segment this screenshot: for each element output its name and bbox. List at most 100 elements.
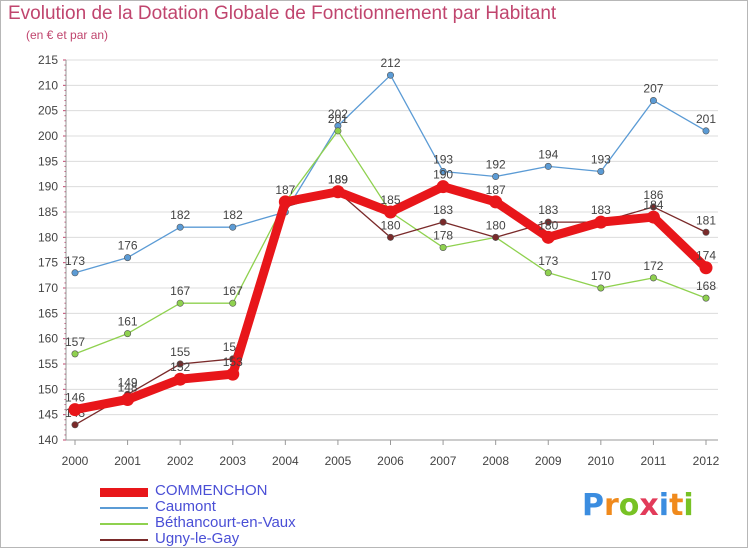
y-tick-label: 160 [38,332,58,346]
data-point [226,367,240,381]
data-point [331,185,345,199]
legend-item-commenchon: COMMENCHON [100,483,400,500]
y-tick-label: 140 [38,433,58,447]
data-label: 190 [433,168,453,182]
data-point [597,167,605,175]
data-label: 153 [223,355,243,369]
data-point [439,218,447,226]
data-point [699,261,713,275]
data-point [492,233,500,241]
y-tick-label: 180 [38,230,58,244]
x-tick-label: 2011 [641,454,667,468]
y-tick-label: 200 [38,129,58,143]
data-label: 155 [170,345,190,359]
data-label: 183 [538,203,558,217]
brand-letter: P [582,488,604,523]
brand-letter: i [658,488,670,523]
data-label: 180 [380,218,400,232]
data-label: 157 [65,335,85,349]
legend: COMMENCHON Caumont Béthancourt-en-Vaux U… [100,483,400,548]
data-label: 189 [328,173,348,187]
legend-label: Caumont [155,498,216,515]
y-tick-label: 205 [38,104,58,118]
data-label: 182 [170,208,190,222]
data-label: 170 [591,269,611,283]
y-tick-label: 150 [38,382,58,396]
data-point [71,421,79,429]
x-tick-label: 2008 [482,454,509,468]
data-point [439,243,447,251]
x-tick-label: 2002 [167,454,194,468]
x-tick-label: 2000 [62,454,89,468]
legend-item-ugny-le-gay: Ugny-le-Gay [100,530,400,548]
data-label: 176 [118,239,138,253]
data-label: 186 [643,188,663,202]
data-label: 183 [433,203,453,217]
data-point [541,230,555,244]
data-point [229,299,237,307]
data-label: 184 [643,198,663,212]
x-tick-label: 2003 [219,454,246,468]
data-point [176,299,184,307]
data-point [597,284,605,292]
data-label: 174 [696,249,716,263]
data-point [646,210,660,224]
legend-item-bethancourt-en-vaux: Béthancourt-en-Vaux [100,514,400,532]
brand-letter: x [639,488,659,523]
data-point [176,360,184,368]
data-point [384,205,397,219]
data-label: 178 [433,228,453,242]
data-point [71,269,79,277]
data-point [544,218,552,226]
data-point [68,403,82,417]
data-point [124,254,132,262]
brand-letter: o [618,488,640,523]
line-chart: 1401451501551601651701751801851901952002… [38,53,720,468]
x-tick-label: 2010 [587,454,614,468]
data-label: 152 [170,360,190,374]
data-point [649,97,657,105]
data-label: 194 [538,147,558,161]
chart-subtitle: (en € et par an) [26,28,109,42]
brand-letter: t [669,488,684,523]
data-point [386,71,394,79]
x-tick-label: 2005 [325,454,352,468]
brand-logo: Proxiti [582,488,694,523]
data-label: 187 [486,183,506,197]
data-point [436,180,450,194]
x-tick-label: 2001 [114,454,141,468]
data-point [176,223,184,231]
data-label: 180 [538,218,558,232]
series-line [74,130,707,355]
legend-label: Ugny-le-Gay [155,530,240,547]
legend-swatch [100,487,148,497]
legend-label: Béthancourt-en-Vaux [155,514,296,531]
y-tick-label: 195 [38,154,58,168]
data-label: 185 [380,193,400,207]
data-label: 161 [118,315,138,329]
data-label: 192 [486,158,506,172]
data-label: 189 [328,173,348,187]
data-point [121,392,135,406]
data-label: 173 [538,254,558,268]
legend-swatch [100,523,148,525]
data-label: 180 [486,218,506,232]
data-label: 201 [328,112,348,126]
y-tick-label: 185 [38,205,58,219]
data-label: 167 [170,284,190,298]
data-point [649,203,657,211]
y-tick-label: 175 [38,256,58,270]
legend-swatch [100,507,148,509]
data-point [71,350,79,358]
data-label: 201 [696,112,716,126]
data-point [649,274,657,282]
x-tick-label: 2012 [693,454,720,468]
data-label: 167 [223,284,243,298]
y-tick-label: 145 [38,408,58,422]
x-tick-label: 2007 [430,454,457,468]
data-point [386,233,394,241]
data-label: 173 [65,254,85,268]
data-label: 149 [118,375,138,389]
data-point [702,294,710,302]
